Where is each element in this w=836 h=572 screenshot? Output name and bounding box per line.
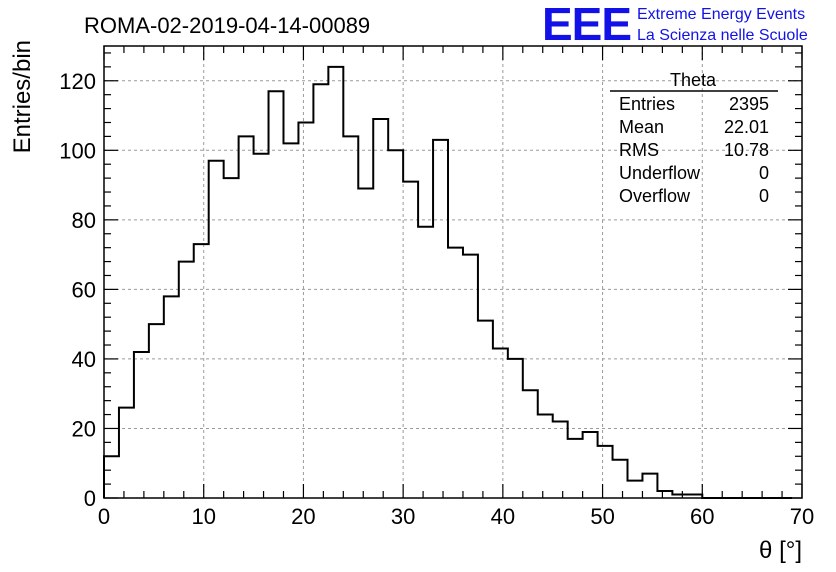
x-tick-label: 0 xyxy=(98,504,110,529)
plot-frame xyxy=(103,45,803,499)
stats-label: Overflow xyxy=(619,186,691,206)
plot-border xyxy=(103,45,803,499)
chart-title: ROMA-02-2019-04-14-00089 xyxy=(84,13,370,38)
histogram-bin xyxy=(418,227,433,498)
stats-value: 2395 xyxy=(729,94,769,114)
histogram-bin xyxy=(104,456,119,498)
x-tick-label: 20 xyxy=(291,504,315,529)
histogram-bin xyxy=(613,460,628,498)
stats-value: 22.01 xyxy=(724,117,769,137)
histogram-bin xyxy=(179,262,194,498)
histogram-bin xyxy=(373,119,388,498)
y-tick-label: 60 xyxy=(72,277,96,302)
y-tick-label: 40 xyxy=(72,347,96,372)
histogram-bin xyxy=(298,122,313,498)
x-axis-label: θ [°] xyxy=(759,537,802,564)
stats-box: Theta Entries 2395 Mean 22.01 RMS 10.78 Underf… xyxy=(610,70,778,206)
histogram-bin xyxy=(358,189,373,498)
histogram-bin xyxy=(583,432,598,498)
axis-ticks xyxy=(103,46,803,499)
x-tick-labels: 0 10 20 30 40 50 60 70 xyxy=(98,504,814,529)
stats-label: Underflow xyxy=(619,163,701,183)
histogram-bin xyxy=(343,136,358,498)
histogram-bin xyxy=(433,140,448,498)
x-tick-label: 70 xyxy=(790,504,814,529)
stats-label: Mean xyxy=(619,117,664,137)
histogram-bin xyxy=(194,244,209,498)
y-tick-label: 20 xyxy=(72,416,96,441)
histogram-bin xyxy=(523,390,538,498)
logo-line-1: Extreme Energy Events xyxy=(637,6,805,23)
histogram-bin xyxy=(328,67,343,498)
histogram-bin xyxy=(553,422,568,498)
histogram-bin xyxy=(209,161,224,498)
histogram-bin xyxy=(478,321,493,498)
stats-label: Entries xyxy=(619,94,675,114)
eee-logo: EEE Extreme Energy Events La Scienza nel… xyxy=(542,0,808,50)
stats-value: 0 xyxy=(759,163,769,183)
y-tick-label: 120 xyxy=(59,69,96,94)
histogram-outline xyxy=(103,65,793,499)
histogram-bin xyxy=(538,415,553,498)
y-tick-labels: 0 20 40 60 80 100 120 xyxy=(59,69,96,511)
histogram-bin xyxy=(239,136,254,498)
logo-line-2: La Scienza nelle Scuole xyxy=(637,27,808,44)
x-tick-label: 60 xyxy=(690,504,714,529)
histogram-bin xyxy=(568,439,583,498)
stats-label: RMS xyxy=(619,140,659,160)
grid-lines xyxy=(104,46,802,498)
histogram-bin xyxy=(254,154,269,498)
histogram-bin xyxy=(642,474,657,498)
x-tick-label: 40 xyxy=(491,504,515,529)
histogram-bin xyxy=(119,408,134,498)
histogram-bin xyxy=(388,150,403,498)
histogram-bin xyxy=(463,255,478,498)
histogram-bin xyxy=(283,143,298,498)
y-tick-label: 100 xyxy=(59,138,96,163)
histogram-bin xyxy=(403,182,418,498)
logo-mark: EEE xyxy=(542,0,631,50)
histogram-bin xyxy=(448,248,463,498)
stats-value: 10.78 xyxy=(724,140,769,160)
y-axis-label: Entries/bin xyxy=(9,40,36,153)
histogram-bin xyxy=(598,446,613,498)
histogram-bars xyxy=(103,65,793,499)
histogram-bin xyxy=(628,481,643,498)
histogram-bin xyxy=(224,178,239,498)
histogram-bin xyxy=(657,491,672,498)
x-tick-label: 50 xyxy=(590,504,614,529)
histogram-bin xyxy=(313,84,328,498)
y-tick-label: 0 xyxy=(84,486,96,511)
histogram-bin xyxy=(149,324,164,498)
y-tick-label: 80 xyxy=(72,208,96,233)
histogram-bin xyxy=(493,348,508,498)
x-tick-label: 10 xyxy=(191,504,215,529)
x-tick-label: 30 xyxy=(391,504,415,529)
histogram-bin xyxy=(164,296,179,498)
histogram-bin xyxy=(134,352,149,498)
histogram-bin xyxy=(269,91,284,498)
stats-value: 0 xyxy=(759,186,769,206)
stats-box-title: Theta xyxy=(670,70,717,90)
